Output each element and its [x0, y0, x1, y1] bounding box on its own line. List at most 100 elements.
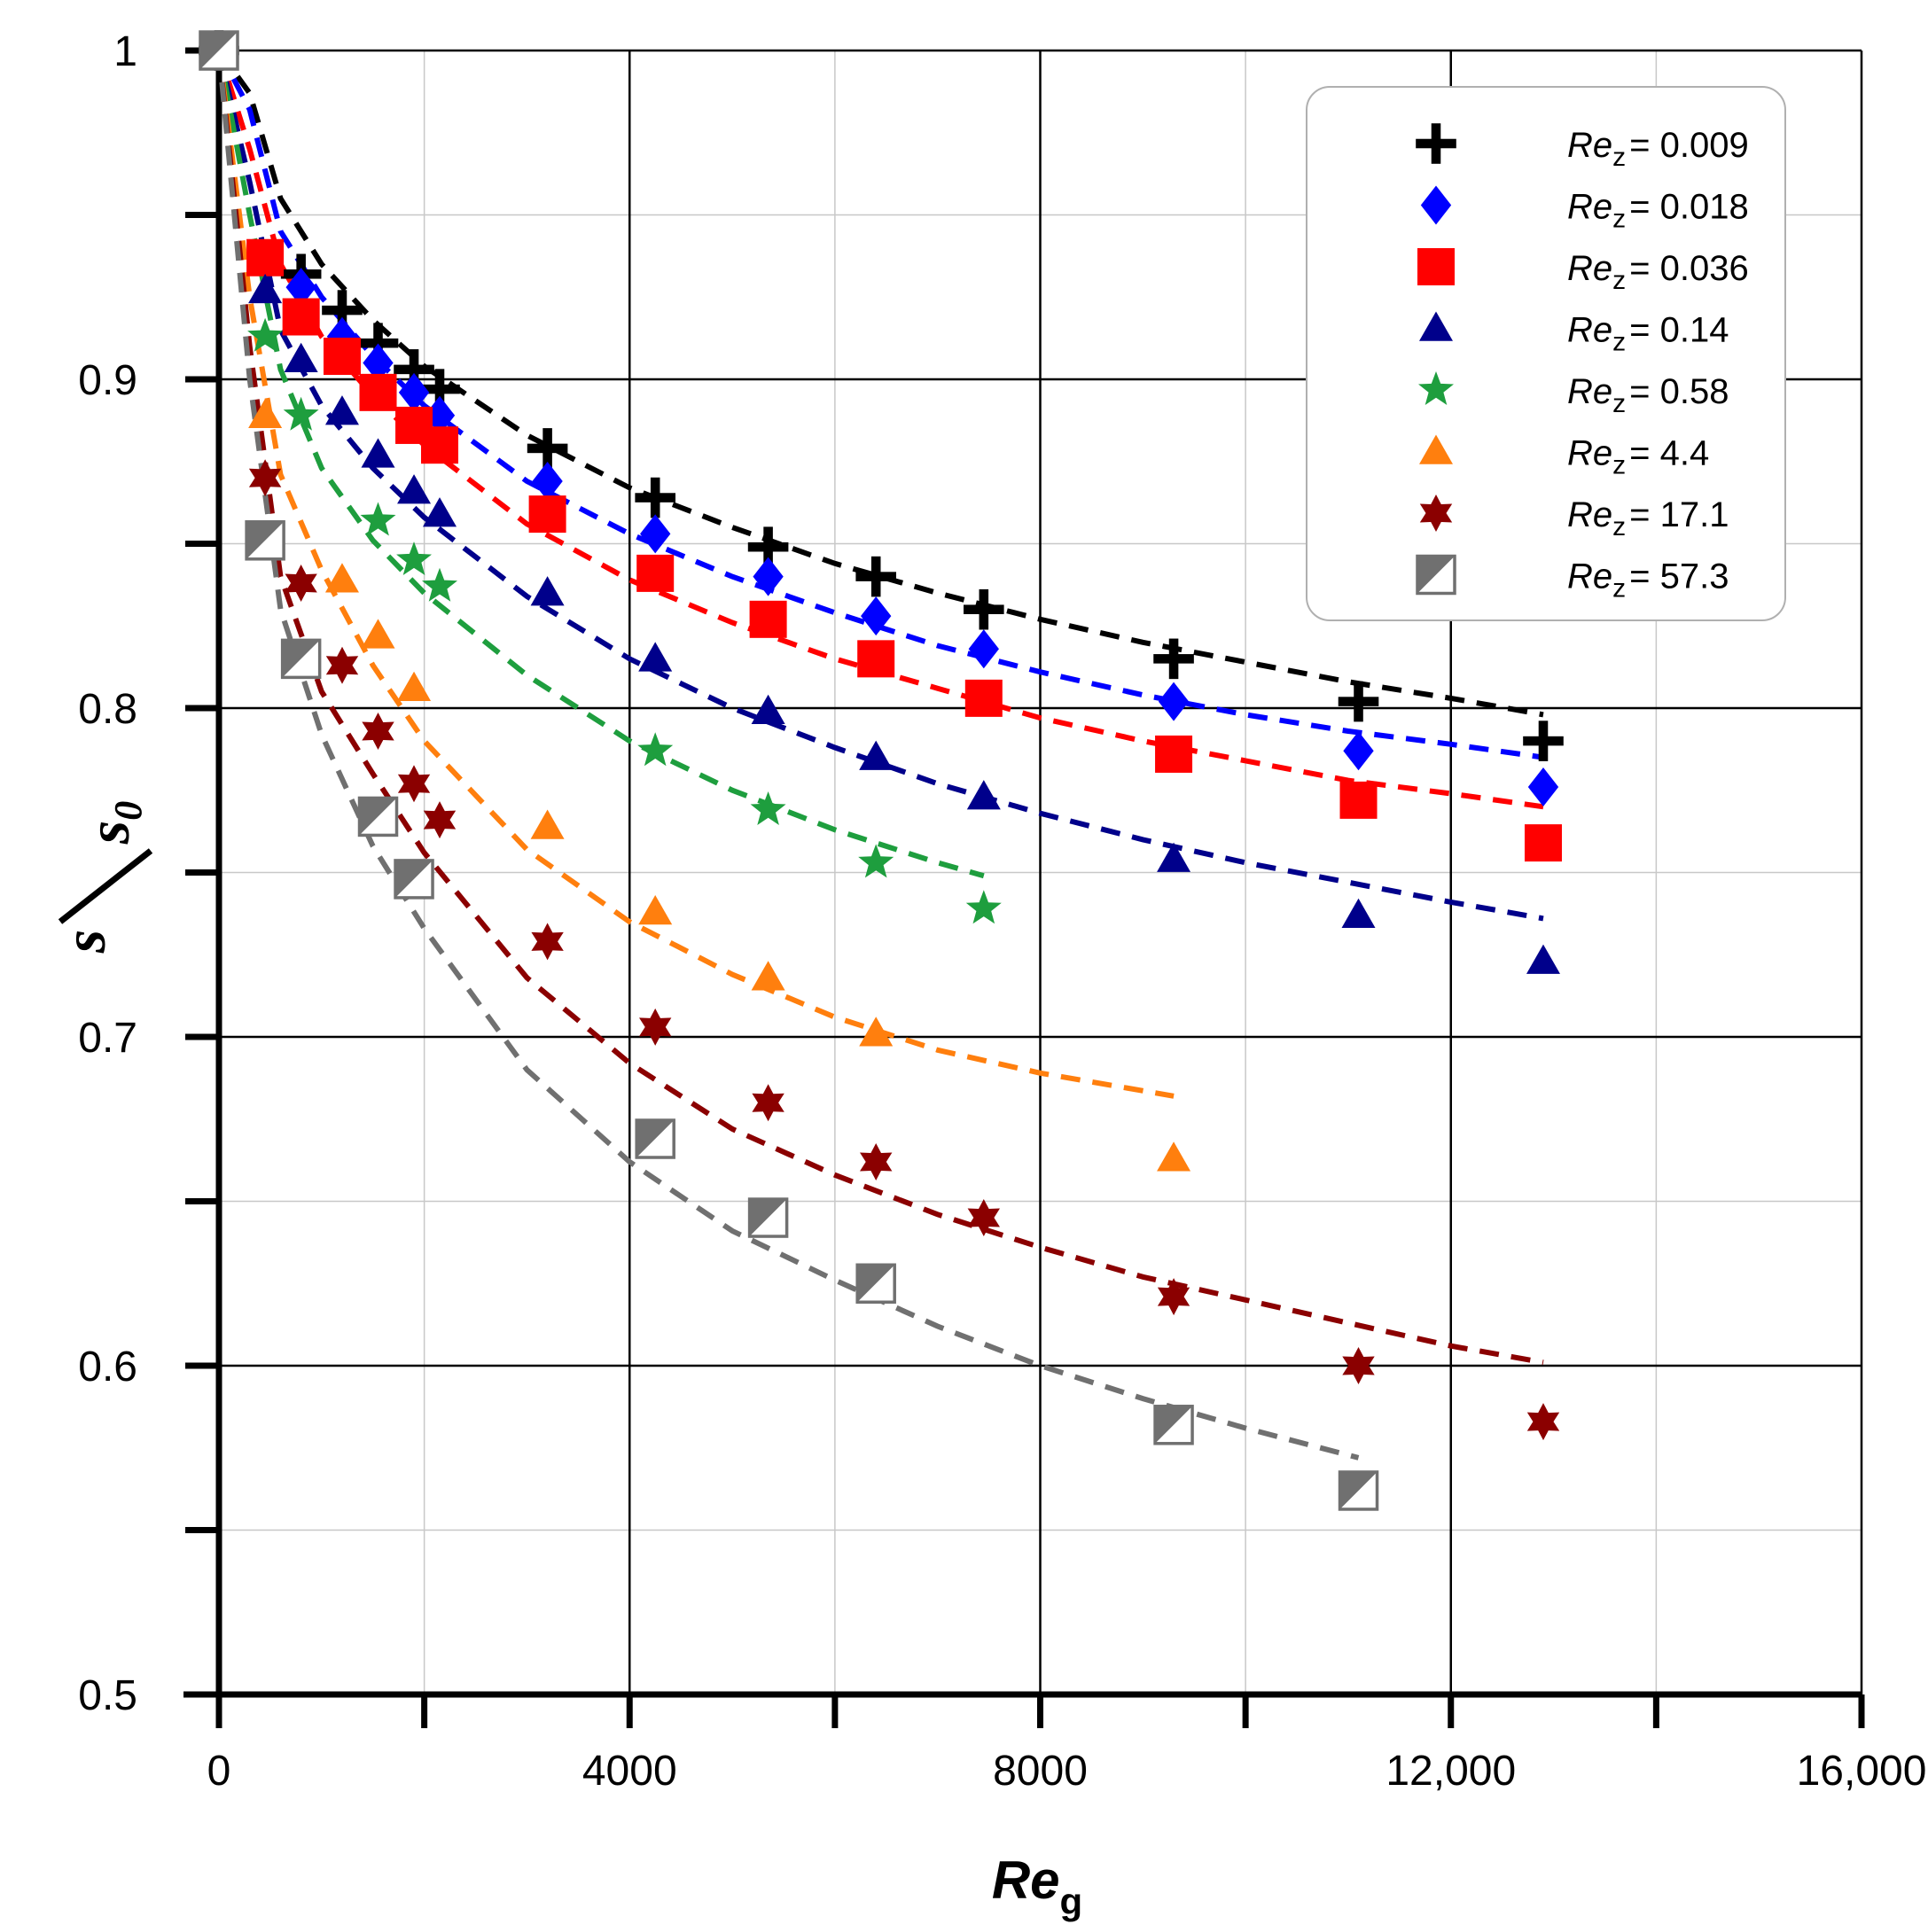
legend-label-0: Rez = 0.009: [1567, 126, 1749, 172]
legend-label-value-6: = 17.1: [1629, 495, 1729, 534]
y-tick-label-4: 0.9: [78, 357, 137, 404]
data-point-s1-5: [424, 395, 456, 435]
fit-curve-2: [216, 50, 1544, 810]
data-point-s5-8: [859, 1017, 894, 1047]
legend-label-value-3: = 0.14: [1629, 311, 1729, 350]
data-point-s2-6: [420, 426, 458, 464]
data-point-s2-9: [749, 600, 787, 638]
legend-label-sub-2: z: [1612, 266, 1626, 295]
data-point-s6-5: [397, 765, 431, 803]
y-tick-label-1: 0.6: [78, 1344, 137, 1391]
y-tick-label-3: 0.8: [78, 686, 137, 733]
x-axis-label-main: Re: [992, 1850, 1060, 1910]
y-axis-label-numerator: s: [51, 930, 118, 954]
data-point-s2-13: [1339, 781, 1378, 819]
legend-label-sub-4: z: [1612, 389, 1626, 418]
data-point-s6-9: [752, 1084, 784, 1122]
legend-label-prefix-4: Re: [1567, 372, 1612, 411]
data-point-s4-9: [965, 890, 1002, 924]
data-point-s1-11: [1158, 682, 1190, 721]
data-point-s0-4: [394, 349, 434, 390]
data-point-s4-4: [396, 541, 432, 575]
data-point-s5-4: [397, 671, 432, 701]
data-point-s3-5: [397, 474, 432, 504]
data-point-s1-7: [640, 514, 671, 554]
y-axis-label-slash: [58, 848, 153, 924]
fit-curve-1: [216, 49, 1544, 760]
data-point-s6-4: [362, 713, 394, 750]
legend-label-prefix-0: Re: [1567, 126, 1612, 165]
data-point-s5-3: [361, 619, 395, 649]
data-point-s3-3: [324, 395, 359, 425]
legend-label-1: Rez = 0.018: [1567, 188, 1749, 234]
legend-marker-5: [1419, 434, 1453, 464]
legend-label-prefix-7: Re: [1567, 557, 1612, 596]
data-point-s3-14: [1526, 944, 1560, 974]
x-tick-label-0: 0: [207, 1748, 231, 1795]
y-tick-label-0: 0.5: [78, 1672, 137, 1719]
data-point-s2-2: [282, 298, 320, 336]
legend-label-5: Rez = 4.4: [1567, 434, 1709, 480]
data-point-s6-7: [531, 923, 564, 961]
data-point-s7-3: [357, 796, 399, 837]
legend-label-value-0: = 0.009: [1629, 126, 1749, 165]
data-point-s6-8: [639, 1008, 672, 1046]
legend-entry-6: Rez = 17.1: [1419, 495, 1729, 541]
y-axis-label-denominator-main: s: [74, 821, 142, 845]
legend-marker-7: [1416, 554, 1456, 596]
legend-marker-4: [1418, 371, 1454, 405]
data-point-s6-11: [967, 1199, 1000, 1236]
data-point-s0-11: [1153, 638, 1194, 680]
data-point-s5-6: [638, 895, 673, 925]
data-point-s0-10: [964, 588, 1004, 630]
legend-label-6: Rez = 17.1: [1567, 495, 1729, 541]
y-tick-label-5: 1: [113, 28, 137, 75]
data-point-s7-9: [1338, 1470, 1379, 1511]
data-point-s6-1: [248, 459, 282, 497]
data-point-s7-4: [394, 859, 434, 900]
x-axis-label-sub: g: [1060, 1881, 1083, 1922]
legend-label-prefix-6: Re: [1567, 495, 1612, 534]
data-point-s3-2: [284, 342, 318, 372]
legend-label-value-2: = 0.036: [1629, 249, 1749, 288]
data-point-s2-7: [528, 495, 566, 534]
legend-entry-1: Rez = 0.018: [1420, 185, 1749, 234]
legend-marker-1: [1420, 185, 1452, 225]
legend-marker-3: [1419, 311, 1453, 341]
legend-label-prefix-2: Re: [1567, 249, 1612, 288]
data-point-s7-1: [245, 520, 285, 561]
data-point-s4-5: [422, 567, 457, 602]
legend-box: [1306, 86, 1786, 621]
legend-label-value-7: = 57.3: [1629, 557, 1729, 596]
data-point-s0-7: [635, 477, 676, 518]
data-point-s4-2: [283, 396, 319, 431]
data-point-s0-12: [1338, 681, 1379, 722]
legend-marker-6: [1419, 495, 1453, 532]
legend-label-4: Rez = 0.58: [1567, 372, 1729, 418]
legend-entry-3: Rez = 0.14: [1419, 311, 1729, 357]
series-3: [202, 34, 1560, 974]
data-point-s2-4: [359, 373, 397, 411]
series-5: [202, 34, 1191, 1172]
data-point-s5-9: [1157, 1141, 1191, 1172]
legend-label-prefix-5: Re: [1567, 434, 1612, 473]
data-point-s4-7: [750, 791, 786, 825]
data-point-s3-12: [1157, 842, 1191, 872]
data-point-s1-9: [861, 596, 892, 636]
data-point-s1-3: [363, 343, 394, 383]
data-point-s3-8: [638, 642, 673, 672]
data-point-s3-9: [751, 694, 785, 724]
data-point-s7-7: [855, 1263, 896, 1304]
data-point-s0-8: [747, 526, 789, 568]
data-point-s1-6: [532, 462, 563, 502]
data-point-s6-10: [860, 1143, 893, 1180]
x-tick-label-1: 4000: [582, 1748, 677, 1795]
legend-label-value-5: = 4.4: [1629, 434, 1709, 473]
data-point-s7-0: [199, 30, 239, 71]
legend-label-sub-5: z: [1612, 451, 1626, 480]
data-point-s7-5: [635, 1118, 675, 1159]
data-point-s2-1: [246, 238, 285, 277]
legend-marker-2: [1417, 248, 1455, 285]
data-point-s1-4: [398, 372, 430, 412]
